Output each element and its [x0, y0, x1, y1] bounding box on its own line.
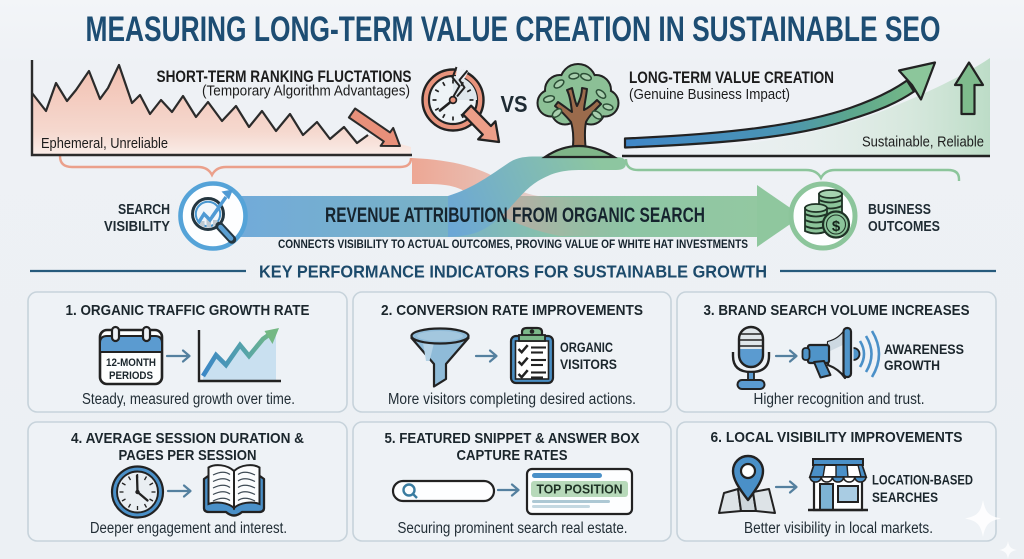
svg-text:LOCATION-BASED: LOCATION-BASED — [872, 473, 973, 488]
svg-text:(Temporary Algorithm Advantage: (Temporary Algorithm Advantages) — [202, 83, 410, 100]
svg-text:Securing prominent search real: Securing prominent search real estate. — [398, 520, 628, 537]
svg-text:Ephemeral, Unreliable: Ephemeral, Unreliable — [41, 135, 168, 152]
svg-text:PAGES PER SESSION: PAGES PER SESSION — [119, 448, 257, 464]
svg-text:12-MONTH: 12-MONTH — [106, 357, 156, 369]
svg-text:AWARENESS: AWARENESS — [884, 342, 964, 357]
svg-text:ORGANIC: ORGANIC — [560, 340, 613, 355]
svg-text:VISIBILITY: VISIBILITY — [104, 219, 170, 235]
svg-text:$: $ — [832, 218, 841, 235]
svg-text:5. FEATURED SNIPPET & ANSWER B: 5. FEATURED SNIPPET & ANSWER BOX — [385, 431, 640, 447]
svg-text:3. BRAND SEARCH VOLUME INCREAS: 3. BRAND SEARCH VOLUME INCREASES — [704, 303, 970, 319]
svg-text:SHORT-TERM RANKING FLUCTATIONS: SHORT-TERM RANKING FLUCTATIONS — [157, 68, 412, 86]
svg-text:Higher recognition and trust.: Higher recognition and trust. — [754, 391, 925, 408]
svg-text:(Genuine Business Impact): (Genuine Business Impact) — [629, 86, 790, 103]
svg-text:VS: VS — [501, 91, 528, 117]
svg-text:MEASURING LONG-TERM VALUE CREA: MEASURING LONG-TERM VALUE CREATION IN SU… — [86, 10, 941, 49]
svg-text:CONNECTS VISIBILITY TO ACTUAL: CONNECTS VISIBILITY TO ACTUAL OUTCOMES, … — [278, 237, 748, 251]
svg-text:More visitors completing desir: More visitors completing desired actions… — [388, 391, 636, 408]
svg-text:2. CONVERSION RATE IMPROVEMENT: 2. CONVERSION RATE IMPROVEMENTS — [381, 303, 643, 319]
svg-text:OUTCOMES: OUTCOMES — [868, 219, 940, 235]
svg-text:VISITORS: VISITORS — [560, 357, 617, 372]
svg-text:6. LOCAL VISIBILITY IMPROVEMEN: 6. LOCAL VISIBILITY IMPROVEMENTS — [711, 430, 963, 446]
svg-text:SEARCHES: SEARCHES — [872, 490, 938, 505]
svg-text:1. ORGANIC TRAFFIC GROWTH RATE: 1. ORGANIC TRAFFIC GROWTH RATE — [66, 303, 310, 319]
svg-text:PERIODS: PERIODS — [109, 370, 153, 382]
svg-text:Sustainable, Reliable: Sustainable, Reliable — [862, 135, 984, 151]
svg-text:GROWTH: GROWTH — [884, 358, 940, 373]
svg-text:Better visibility in local mar: Better visibility in local markets. — [744, 520, 933, 537]
svg-text:REVENUE ATTRIBUTION FROM ORGAN: REVENUE ATTRIBUTION FROM ORGANIC SEARCH — [325, 204, 705, 227]
svg-text:SEARCH: SEARCH — [118, 202, 170, 218]
svg-text:CAPTURE RATES: CAPTURE RATES — [457, 448, 568, 464]
svg-text:Deeper engagement and interest: Deeper engagement and interest. — [90, 520, 287, 537]
svg-text:BUSINESS: BUSINESS — [868, 202, 931, 218]
svg-text:LONG-TERM VALUE CREATION: LONG-TERM VALUE CREATION — [629, 69, 834, 87]
svg-text:4. AVERAGE SESSION DURATION &: 4. AVERAGE SESSION DURATION & — [71, 431, 304, 447]
svg-text:Steady, measured growth over t: Steady, measured growth over time. — [82, 391, 295, 408]
svg-text:KEY PERFORMANCE INDICATORS FOR: KEY PERFORMANCE INDICATORS FOR SUSTAINAB… — [259, 262, 767, 282]
svg-text:TOP POSITION: TOP POSITION — [537, 482, 623, 497]
